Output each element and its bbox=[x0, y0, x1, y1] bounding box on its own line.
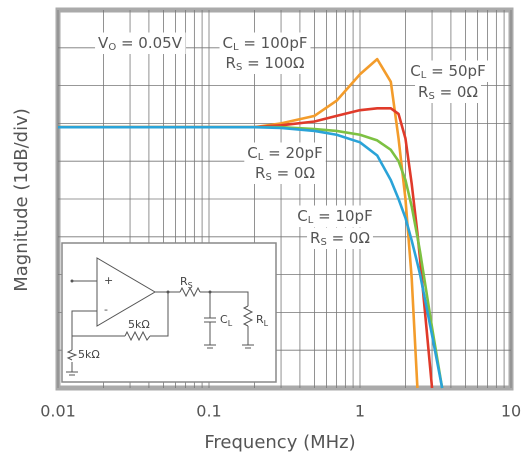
rs-main: R bbox=[180, 275, 188, 288]
annotation: CL = 10pF bbox=[297, 207, 372, 227]
rf-label: 5kΩ bbox=[128, 318, 150, 331]
node bbox=[208, 290, 212, 294]
annotation-bg bbox=[294, 205, 376, 227]
annotation: RS = 0Ω bbox=[255, 164, 315, 184]
x-tick-label: 0.1 bbox=[196, 402, 221, 421]
annotation-rest: = 100Ω bbox=[242, 54, 304, 72]
annotation-sub: O bbox=[108, 42, 116, 53]
annotation-main: C bbox=[410, 62, 420, 80]
annotation-bg bbox=[244, 142, 326, 164]
annotation-sub: S bbox=[236, 62, 242, 73]
rl-main: R bbox=[256, 313, 264, 326]
inset-box bbox=[61, 242, 277, 383]
annotation-main: C bbox=[247, 144, 257, 162]
annotation-main: C bbox=[297, 207, 307, 225]
annotation-rest: = 20pF bbox=[263, 144, 322, 162]
x-axis-title: Frequency (MHz) bbox=[204, 432, 355, 453]
annotation-rest: = 100pF bbox=[239, 34, 308, 52]
annotation-rest: = 0Ω bbox=[272, 164, 315, 182]
annotation-rest: = 50pF bbox=[426, 62, 485, 80]
annotation-rest: = 10pF bbox=[313, 207, 372, 225]
annotation: RS = 100Ω bbox=[226, 54, 305, 74]
annotation-sub: S bbox=[320, 237, 326, 248]
rg-label: 5kΩ bbox=[78, 348, 100, 361]
rs-sub: S bbox=[188, 281, 193, 290]
x-tick-label: 10 bbox=[501, 402, 521, 421]
y-axis-title: Magnitude (1dB/div) bbox=[11, 108, 32, 292]
annotation-rest: = 0Ω bbox=[327, 229, 370, 247]
opamp bbox=[96, 257, 156, 327]
annotation: CL = 20pF bbox=[247, 144, 322, 164]
annotation-main: R bbox=[226, 54, 236, 72]
annotation: CL = 100pF bbox=[223, 34, 308, 54]
series-line bbox=[58, 125, 444, 389]
wires bbox=[66, 280, 254, 376]
rl-sub: L bbox=[264, 319, 269, 328]
annotation-sub: L bbox=[308, 215, 314, 226]
node bbox=[166, 290, 170, 294]
rs-label: RS bbox=[180, 275, 193, 290]
annotation: CL = 50pF bbox=[410, 62, 485, 82]
annotation-bg bbox=[407, 60, 489, 82]
curves bbox=[58, 57, 444, 389]
annotation-sub: L bbox=[258, 152, 264, 163]
x-tick-label: 0.01 bbox=[40, 402, 76, 421]
annotation-bg bbox=[307, 227, 373, 249]
annotation-rest: = 0Ω bbox=[435, 83, 478, 101]
annotation-main: R bbox=[310, 229, 320, 247]
cl-label: CL bbox=[220, 313, 233, 328]
annotation-main: C bbox=[223, 34, 233, 52]
annotation-sub: S bbox=[265, 172, 271, 183]
annotation-bg bbox=[415, 81, 481, 103]
annotation-sub: S bbox=[428, 91, 434, 102]
annotation: RS = 0Ω bbox=[418, 83, 478, 103]
rl-label: RL bbox=[256, 313, 269, 328]
plus-label: + bbox=[104, 274, 113, 287]
node bbox=[70, 279, 74, 283]
annotation-main: R bbox=[255, 164, 265, 182]
annotation-main: V bbox=[98, 34, 109, 52]
resistors bbox=[66, 286, 254, 361]
inset-schematic: + - 5kΩ 5kΩ RS CL RL bbox=[61, 242, 277, 383]
annotation-bg bbox=[222, 52, 308, 74]
annotation-bg bbox=[219, 32, 311, 54]
cl-sub: L bbox=[228, 319, 233, 328]
annotation-rest: = 0.05V bbox=[116, 34, 183, 52]
minus-label: - bbox=[104, 303, 108, 316]
annotation-bg bbox=[252, 162, 318, 184]
x-tick-label: 1 bbox=[355, 402, 365, 421]
annotation: RS = 0Ω bbox=[310, 229, 370, 249]
annotation-sub: L bbox=[421, 70, 427, 81]
annotation: VO = 0.05V bbox=[98, 34, 183, 54]
cl-main: C bbox=[220, 313, 228, 326]
annotation-main: R bbox=[418, 83, 428, 101]
annotation-bg bbox=[95, 32, 186, 54]
annotation-sub: L bbox=[233, 42, 239, 53]
